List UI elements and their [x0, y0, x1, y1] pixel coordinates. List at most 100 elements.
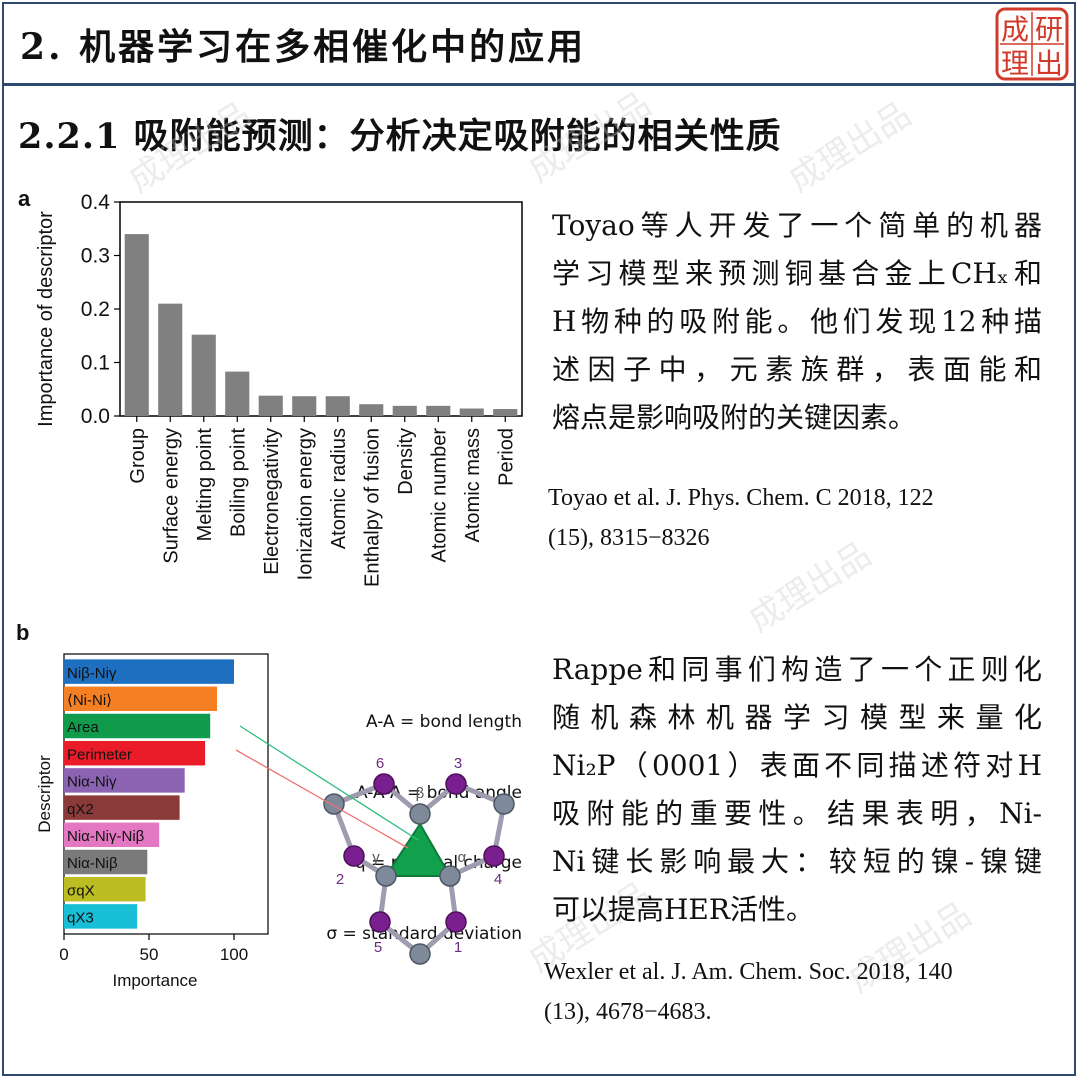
atom-label: 3 — [454, 755, 462, 772]
bar — [191, 334, 216, 416]
seal-stamp: 成 研 理 出 — [995, 7, 1069, 81]
bar-label: qX3 — [67, 910, 94, 927]
text-line: H物种的吸附能。他们发现12种描 — [552, 305, 1042, 338]
seal-char: 出 — [1035, 47, 1063, 80]
y-tick-label: 0.2 — [81, 298, 110, 321]
bar — [392, 405, 417, 416]
bar-label: Niα-Niγ-Niβ — [67, 828, 145, 845]
ni2p-surface-diagram: 6 3 2 4 5 1 β γ α — [323, 755, 515, 965]
y-tick-label: 0.4 — [81, 191, 111, 214]
x-tick-label: Boiling point — [227, 428, 249, 537]
bar — [493, 409, 518, 416]
ref-line: (15), 8315−8326 — [548, 525, 710, 551]
x-tick-label: Atomic radius — [328, 428, 350, 549]
atom-label: α — [458, 849, 467, 866]
bar — [64, 659, 234, 684]
paragraph-rappe: Rappe和同事们构造了一个正则化 随机森林机器学习模型来量化 Ni₂P（000… — [552, 646, 1042, 934]
bar — [359, 404, 384, 416]
seal-char: 成 — [1001, 13, 1029, 46]
text-line: 述因子中，元素族群，表面能和 — [552, 353, 1042, 386]
atom-label: 4 — [494, 871, 502, 888]
x-tick-label: Atomic mass — [462, 428, 484, 542]
bar — [64, 876, 146, 902]
x-axis-label: Importance — [112, 971, 197, 990]
bar — [459, 408, 484, 416]
area-triangle — [384, 822, 452, 877]
bar-label: Niα-Niβ — [67, 855, 118, 872]
ref-line: (13), 4678−4683. — [544, 999, 712, 1025]
bar — [64, 822, 160, 848]
bar — [64, 904, 138, 929]
text-line: 随机森林机器学习模型来量化 — [552, 701, 1042, 734]
bar — [64, 686, 217, 712]
text-line: Ni₂P（0001）表面不同描述符对H — [552, 749, 1042, 782]
x-tick-label: Atomic number — [428, 428, 450, 563]
paragraph-toyao: Toyao等人开发了一个简单的机器 学习模型来预测铜基合金上CHₓ和 H物种的吸… — [552, 202, 1042, 442]
atom-label: 6 — [376, 755, 384, 772]
y-tick-label: 0.3 — [81, 245, 110, 268]
x-tick-label: Period — [495, 428, 517, 486]
page-title: 2. 机器学习在多相催化中的应用 — [20, 26, 587, 68]
bar — [64, 713, 211, 739]
bar — [225, 371, 250, 416]
bar-label: Perimeter — [67, 746, 132, 763]
text-line: 熔点是影响吸附的关键因素。 — [552, 401, 917, 434]
x-tick-label: Group — [127, 428, 149, 484]
bar — [64, 795, 180, 820]
y-axis-label: Importance of descriptor — [35, 211, 57, 427]
text-line: Rappe和同事们构造了一个正则化 — [552, 653, 1042, 686]
text-line: 吸附能的重要性。结果表明，Ni- — [552, 797, 1042, 830]
ni-atoms — [323, 793, 515, 965]
reference-wexler: Wexler et al. J. Am. Chem. Soc. 2018, 14… — [544, 952, 1064, 1032]
y-tick-label: 0.0 — [81, 405, 110, 428]
x-tick-label: 100 — [220, 945, 248, 964]
seal-char: 研 — [1035, 13, 1063, 46]
text-line: 可以提高HER活性。 — [552, 893, 814, 926]
atom-label: 1 — [454, 939, 462, 956]
x-tick-label: Enthalpy of fusion — [361, 428, 383, 587]
x-tick-label: Ionization energy — [294, 428, 316, 580]
bar-label: Niα-Niγ — [67, 774, 117, 791]
text-line: 学习模型来预测铜基合金上CHₓ和 — [552, 257, 1042, 290]
bar — [124, 234, 149, 416]
bar — [258, 395, 283, 416]
bar-label: qX2 — [67, 801, 94, 818]
descriptor-importance-hbar-chart: Niβ-Niγ ⟨Ni-Ni⟩ Area Perimeter Niα-Niγ qX2 Niα… — [35, 653, 269, 990]
text-line: Toyao等人开发了一个简单的机器 — [552, 209, 1042, 242]
ref-line: Toyao et al. J. Phys. Chem. C 2018, 122 — [548, 485, 934, 511]
y-axis-label: Descriptor — [35, 755, 54, 833]
panel-a-letter: a — [18, 186, 31, 211]
x-tick-label: 50 — [140, 945, 159, 964]
bar — [158, 303, 183, 416]
bar-label: Area — [67, 719, 99, 736]
ref-line: Wexler et al. J. Am. Chem. Soc. 2018, 14… — [544, 959, 953, 985]
panel-b-letter: b — [16, 620, 30, 645]
atom-label: 2 — [336, 871, 344, 888]
x-tick-label: Surface energy — [160, 428, 182, 564]
bar — [325, 396, 350, 416]
text-line: Ni键长影响最大：较短的镍-镍键 — [552, 845, 1042, 878]
x-tick-label: 0 — [59, 945, 68, 964]
atom-label: γ — [372, 849, 380, 866]
x-tick-label: Electronegativity — [261, 428, 283, 575]
y-tick-label: 0.1 — [81, 352, 110, 375]
x-tick-label: Density — [395, 428, 417, 495]
bar — [64, 740, 206, 766]
header-bar: 2. 机器学习在多相催化中的应用 成 研 理 出 — [4, 4, 1076, 86]
seal-char: 理 — [1001, 47, 1029, 80]
section-subtitle: 2.2.1 吸附能预测：分析决定吸附能的相关性质 — [18, 116, 782, 157]
bar-label: ⟨Ni-Ni⟩ — [67, 692, 112, 709]
x-tick-label: Melting point — [194, 428, 216, 542]
bar — [64, 768, 185, 793]
bar-label: σqX — [67, 882, 95, 899]
bar — [426, 405, 451, 416]
descriptor-importance-bar-chart: 0.0 0.1 0.2 0.3 0.4 Importance of descriptor G… — [35, 191, 523, 587]
reference-toyao: Toyao et al. J. Phys. Chem. C 2018, 122 … — [548, 478, 1058, 558]
atom-label: β — [416, 785, 425, 802]
bar — [292, 396, 317, 416]
atom-label: 5 — [374, 939, 382, 956]
bar — [64, 849, 148, 875]
legend-line: A-A = bond length — [365, 712, 522, 732]
bar-label: Niβ-Niγ — [67, 665, 117, 682]
